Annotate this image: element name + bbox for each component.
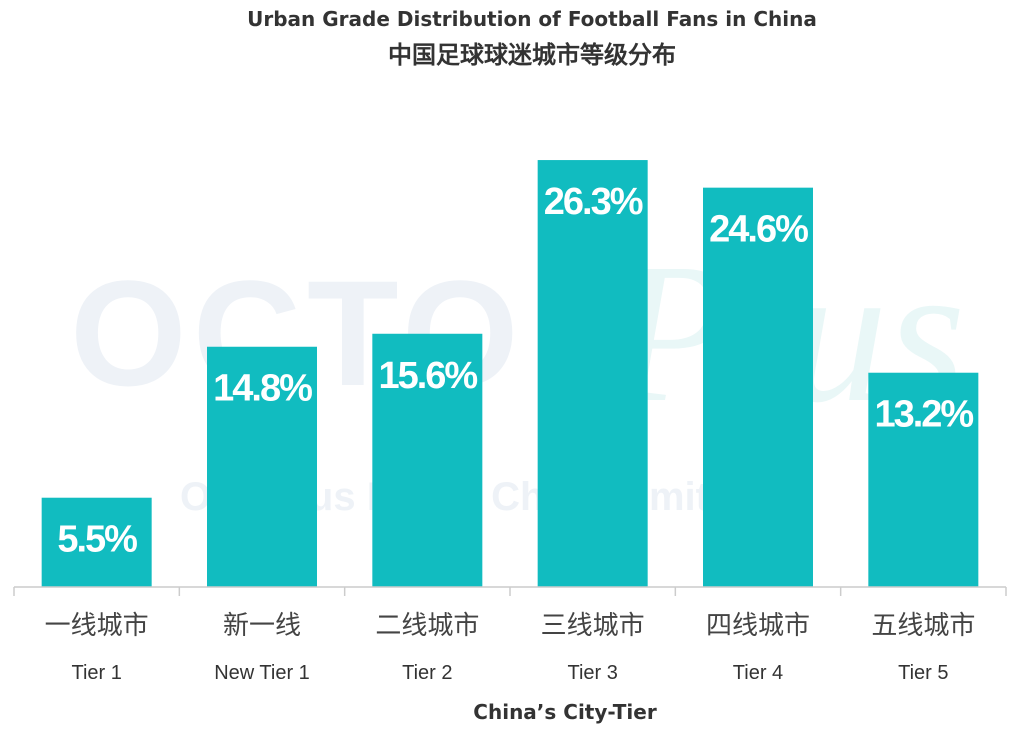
category-labels: 一线城市 Tier 1 新一线 New Tier 1 二线城市 Tier 2 三线城市 Tie… [45,611,976,684]
category-label: 新一线 [223,611,301,641]
category-label: 一线城市 [45,611,149,641]
category-label: 四线城市 [706,611,810,641]
category-label: 三线城市 [541,611,645,641]
bar-value-label: 24.6% [709,209,808,251]
category-label-en: Tier 4 [733,662,783,684]
bar [703,187,813,587]
category-label: 五线城市 [871,611,975,641]
bar [41,497,152,587]
bar-value-label: 14.8% [213,368,312,410]
bars-group: 5.5% 14.8% 15.6% 26.3% 24.6% 13.2% [41,160,979,587]
chart-subtitle: 中国足球球迷城市等级分布 [388,41,676,69]
category-label: 二线城市 [375,611,479,641]
category-label-en: Tier 2 [402,662,452,684]
x-axis-label: China’s City-Tier [473,700,657,724]
bar [372,333,483,587]
category-label-en: Tier 1 [71,662,121,684]
x-axis [13,586,1007,596]
chart-title: Urban Grade Distribution of Football Fan… [247,7,817,31]
bar [537,160,648,587]
bar-value-label: 26.3% [544,181,643,223]
category-label-en: Tier 5 [898,662,948,684]
watermark: OCTO Plus OctoPlus Media China Limited [70,223,966,519]
bar [868,372,979,587]
bar-value-label: 15.6% [378,355,477,397]
bar-value-label: 13.2% [874,394,973,436]
bar-value-label: 5.5% [57,519,137,561]
bar [207,346,317,587]
category-label-en: New Tier 1 [214,662,310,684]
category-label-en: Tier 3 [567,662,617,684]
